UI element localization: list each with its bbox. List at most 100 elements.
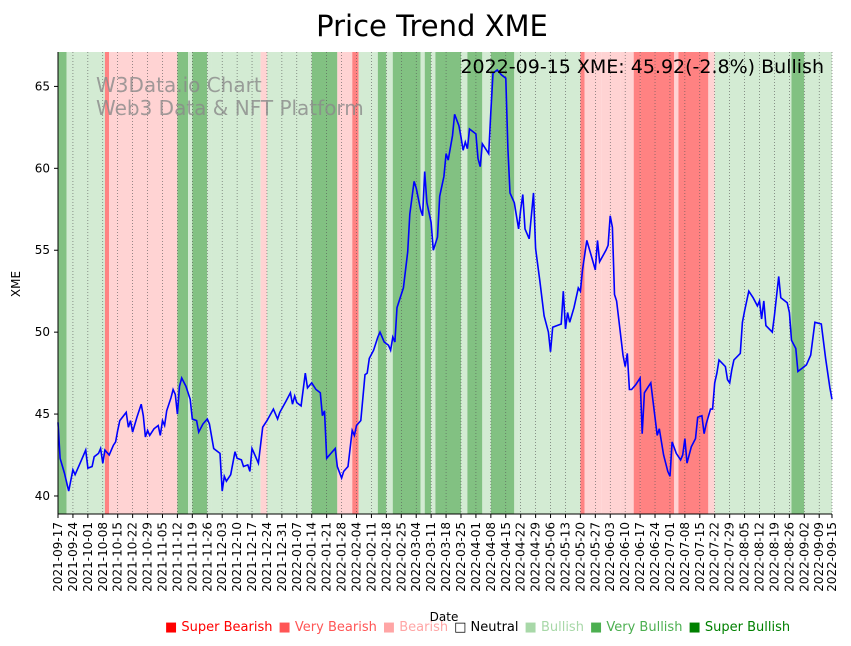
- x-tick-label: 2022-07-29: [723, 522, 737, 592]
- sentiment-band-bullish: [358, 52, 372, 514]
- chart-title: Price Trend XME: [316, 9, 548, 43]
- legend-label: Super Bearish: [181, 620, 273, 635]
- sentiment-band-very_bearish: [655, 52, 675, 514]
- x-tick-label: 2022-07-01: [663, 522, 677, 592]
- x-tick-label: 2021-12-31: [275, 522, 289, 592]
- x-tick-label: 2022-02-18: [379, 522, 393, 592]
- x-tick-label: 2022-01-07: [290, 522, 304, 592]
- x-tick-label: 2022-05-27: [588, 522, 602, 592]
- latest-price-annotation: 2022-09-15 XME: 45.92(-2.8%) Bullish: [460, 56, 824, 78]
- x-tick-label: 2022-05-06: [544, 522, 558, 592]
- sentiment-band-bullish: [207, 52, 212, 514]
- sentiment-band-very_bearish: [633, 52, 641, 514]
- x-tick-label: 2022-01-14: [305, 522, 319, 592]
- x-tick-label: 2022-08-19: [767, 522, 781, 592]
- x-tick-label: 2022-08-05: [738, 522, 752, 592]
- y-tick-label: 40: [35, 489, 50, 503]
- sentiment-band-very_bullish: [490, 52, 515, 514]
- sentiment-band-very_bullish: [177, 52, 189, 514]
- y-tick-label: 55: [35, 243, 50, 257]
- legend-label: Very Bullish: [606, 620, 683, 635]
- x-axis-label: Date: [430, 610, 459, 624]
- x-tick-label: 2022-08-26: [782, 522, 796, 592]
- sentiment-band-bullish: [482, 52, 491, 514]
- square-icon: ■: [524, 620, 541, 635]
- sentiment-band-bullish: [514, 52, 519, 514]
- x-tick-label: 2022-07-08: [678, 522, 692, 592]
- sentiment-band-bullish: [518, 52, 581, 514]
- sentiment-band-bullish: [804, 52, 832, 514]
- legend-item: ■ Very Bearish: [279, 620, 377, 635]
- axes: [57, 52, 832, 515]
- sentiment-band-very_bullish: [58, 52, 67, 514]
- sentiment-band-bearish: [620, 52, 634, 514]
- sentiment-band-very_bearish: [352, 52, 359, 514]
- y-tick-label: 65: [35, 79, 50, 93]
- sentiment-band-bullish: [386, 52, 393, 514]
- y-tick-label: 45: [35, 407, 50, 421]
- x-tick-label: 2021-11-26: [200, 522, 214, 592]
- x-tick-label: 2022-09-02: [797, 522, 811, 592]
- sentiment-band-bearish: [260, 52, 267, 514]
- sentiment-band-very_bullish: [392, 52, 421, 514]
- sentiment-band-bullish: [460, 52, 468, 514]
- x-tick-label: 2021-10-08: [96, 522, 110, 592]
- sentiment-band-bearish: [674, 52, 679, 514]
- sentiment-band-very_bullish: [435, 52, 461, 514]
- sentiment-band-very_bullish: [467, 52, 483, 514]
- legend-item: ■ Super Bearish: [165, 620, 273, 635]
- legend-label: Super Bullish: [704, 620, 791, 635]
- y-tick-label: 60: [35, 161, 50, 175]
- legend-label: Bullish: [540, 620, 584, 635]
- vertical-gridlines: [57, 52, 833, 514]
- x-tick-label: 2022-03-18: [439, 522, 453, 592]
- watermark-line-2: Web3 Data & NFT Platform: [96, 96, 364, 120]
- legend-item: ■ Super Bullish: [688, 620, 790, 635]
- x-tick-label: 2021-10-01: [81, 522, 95, 592]
- legend-item: ■ Bearish: [383, 620, 448, 635]
- x-tick-label: 2022-02-11: [364, 522, 378, 592]
- x-tick-label: 2021-10-29: [141, 522, 155, 592]
- square-icon: ■: [165, 620, 182, 635]
- x-tick-label: 2022-06-17: [633, 522, 647, 592]
- x-tick-label: 2022-03-04: [409, 522, 423, 592]
- sentiment-band-very_bullish: [377, 52, 387, 514]
- x-tick-label: 2022-09-09: [812, 522, 826, 592]
- x-tick-label: 2022-06-03: [603, 522, 617, 592]
- x-tick-label: 2022-04-15: [499, 522, 513, 592]
- x-tick-label: 2021-12-10: [230, 522, 244, 592]
- x-tick-label: 2022-04-22: [514, 522, 528, 592]
- sentiment-band-bullish: [66, 52, 105, 514]
- x-tick-label: 2021-12-24: [260, 522, 274, 592]
- legend-label: Very Bearish: [294, 620, 377, 635]
- x-tick-label: 2022-06-10: [618, 522, 632, 592]
- x-tick-label: 2022-07-15: [693, 522, 707, 592]
- x-tick-label: 2022-02-25: [394, 522, 408, 592]
- x-tick-label: 2021-12-17: [245, 522, 259, 592]
- sentiment-band-bullish: [211, 52, 261, 514]
- sentiment-band-very_bearish: [580, 52, 585, 514]
- sentiment-band-bullish: [431, 52, 436, 514]
- x-tick-label: 2021-11-19: [185, 522, 199, 592]
- x-tick-label: 2021-11-05: [155, 522, 169, 592]
- x-tick-label: 2021-09-17: [51, 522, 65, 592]
- sentiment-bands: [58, 52, 832, 514]
- sentiment-band-very_bullish: [192, 52, 208, 514]
- sentiment-band-bearish: [708, 52, 715, 514]
- legend-item: ■ Very Bullish: [590, 620, 682, 635]
- square-icon: ■: [688, 620, 705, 635]
- hollow-square-icon: □: [454, 620, 471, 635]
- sentiment-band-bearish: [601, 52, 621, 514]
- legend-label: Bearish: [399, 620, 449, 635]
- sentiment-band-very_bearish: [640, 52, 656, 514]
- y-tick-label: 50: [35, 325, 50, 339]
- y-axis-ticks: 40 45 50 55 60 65: [35, 79, 58, 503]
- sentiment-band-bullish: [371, 52, 378, 514]
- x-tick-label: 2022-03-11: [424, 522, 438, 592]
- price-line: [57, 68, 833, 492]
- sentiment-band-very_bullish: [424, 52, 432, 514]
- sentiment-band-very_bearish: [678, 52, 709, 514]
- x-tick-label: 2022-03-25: [454, 522, 468, 592]
- x-tick-label: 2021-11-12: [170, 522, 184, 592]
